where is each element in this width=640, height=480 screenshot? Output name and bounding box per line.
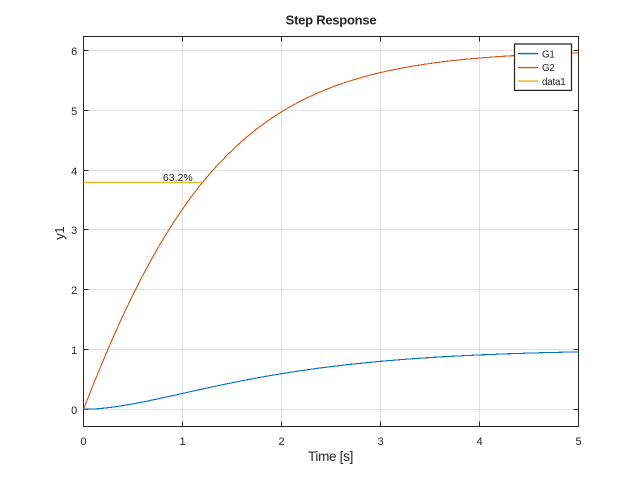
svg-text:63.2%: 63.2% — [163, 172, 193, 184]
svg-text:2: 2 — [278, 436, 284, 448]
svg-text:Time [s]: Time [s] — [308, 449, 353, 464]
svg-text:0: 0 — [71, 405, 77, 417]
svg-text:G1: G1 — [542, 49, 555, 60]
svg-text:4: 4 — [71, 166, 77, 178]
svg-text:0: 0 — [80, 436, 86, 448]
svg-text:G2: G2 — [542, 63, 555, 74]
svg-text:5: 5 — [575, 436, 581, 448]
svg-text:Step Response: Step Response — [286, 13, 377, 28]
svg-text:3: 3 — [71, 225, 77, 237]
svg-text:1: 1 — [71, 345, 77, 357]
svg-text:1: 1 — [179, 436, 185, 448]
svg-text:6: 6 — [71, 46, 77, 58]
svg-text:5: 5 — [71, 106, 77, 118]
svg-text:data1: data1 — [542, 77, 566, 88]
svg-text:2: 2 — [71, 285, 77, 297]
svg-text:y1: y1 — [52, 227, 67, 240]
svg-text:3: 3 — [377, 436, 383, 448]
svg-text:4: 4 — [476, 436, 482, 448]
